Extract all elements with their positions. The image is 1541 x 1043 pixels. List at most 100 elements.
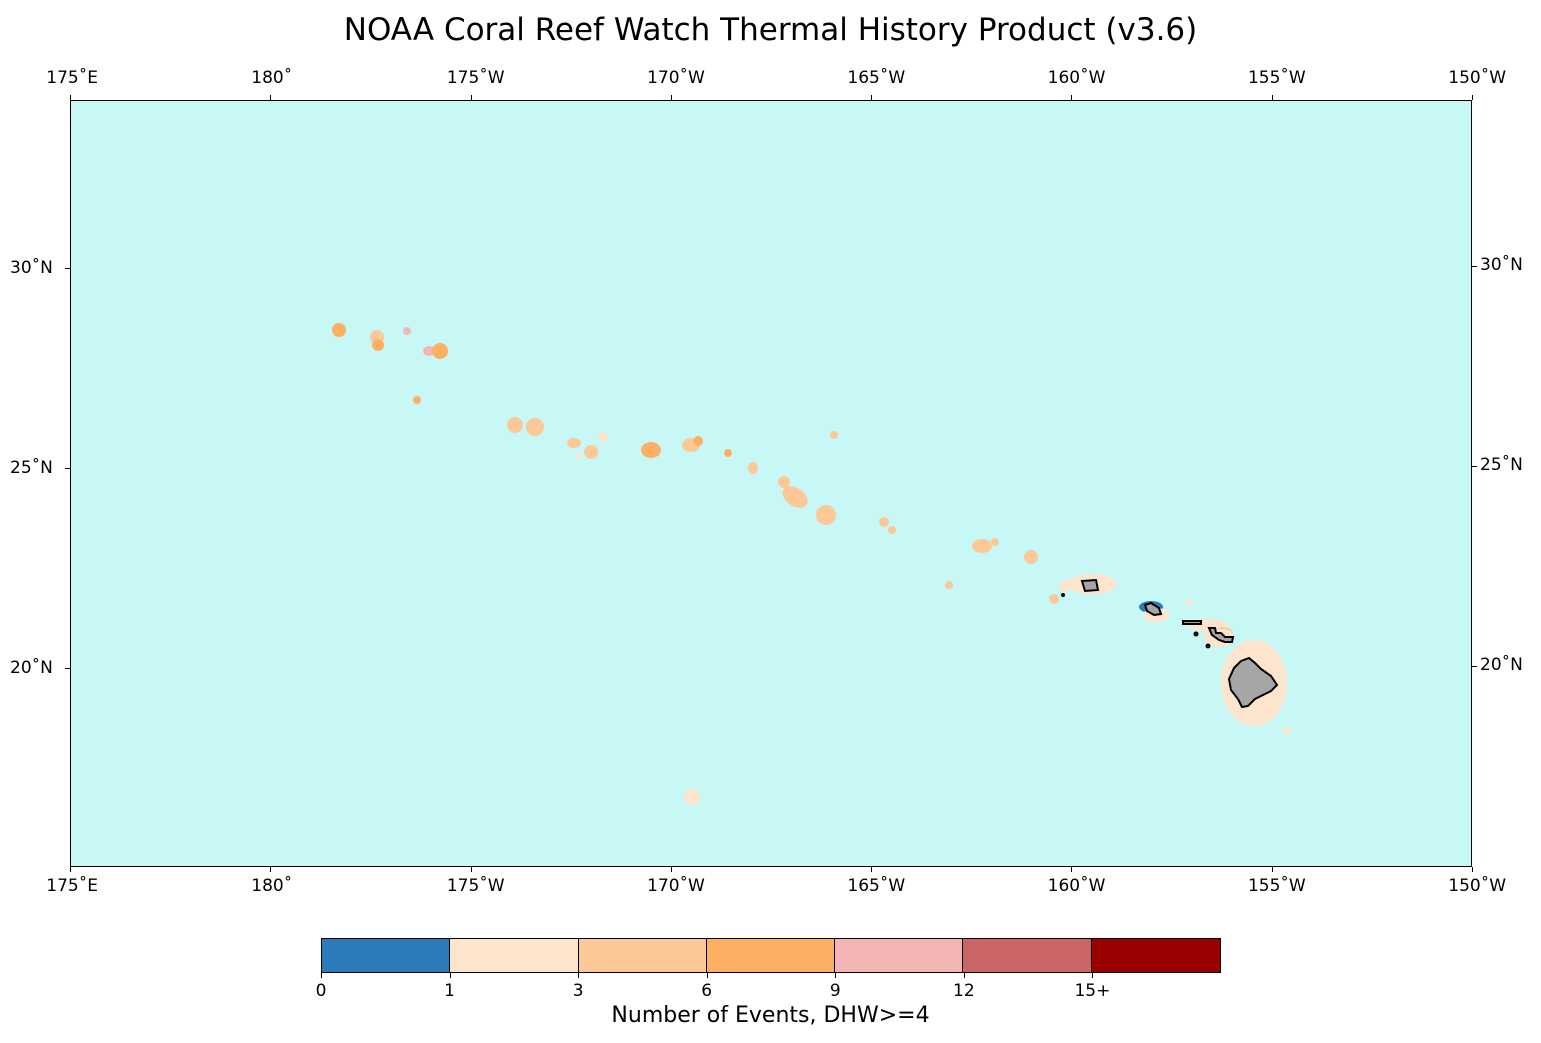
- lon-label-bottom: 160˚W: [1047, 876, 1106, 896]
- lon-tick-bottom: [70, 867, 71, 872]
- lon-tick-top: [70, 95, 71, 100]
- ocean-background: [71, 101, 1471, 866]
- lon-label-bottom: 165˚W: [847, 876, 906, 896]
- lon-tick-top: [270, 95, 272, 100]
- johnston-patch: [684, 789, 700, 805]
- lon-label-bottom: 150˚W: [1448, 876, 1507, 896]
- lat-tick-left: [65, 268, 70, 269]
- lon-tick-bottom: [1472, 867, 1473, 872]
- colorbar-segment: [450, 939, 579, 972]
- lon-label-top: 175˚W: [446, 68, 505, 88]
- colorbar-tick-label: 15+: [1074, 981, 1111, 1001]
- lon-label-top: 150˚W: [1448, 68, 1507, 88]
- colorbar-tick-label: 9: [829, 981, 841, 1001]
- lon-label-bottom: 170˚W: [647, 876, 705, 896]
- lon-tick-top: [470, 95, 472, 100]
- lon-label-top: 160˚W: [1047, 68, 1106, 88]
- small-patch-c: [830, 431, 838, 439]
- lat-label-left: 25˚N: [10, 458, 53, 478]
- ffs-patch-1: [778, 476, 790, 488]
- lat-tick-left: [65, 668, 70, 669]
- lon-tick-top: [1071, 95, 1073, 100]
- colorbar-tick: [835, 973, 837, 978]
- maro-reef-patch: [641, 442, 661, 458]
- lon-tick-bottom: [1071, 867, 1073, 872]
- small-patch-b: [724, 449, 732, 457]
- raita-patch-2: [693, 436, 703, 446]
- lat-label-right: 30˚N: [1480, 255, 1523, 275]
- colorbar-title: Number of Events, DHW>=4: [611, 1003, 930, 1028]
- necker-patch: [879, 517, 889, 527]
- lon-label-bottom: 155˚W: [1247, 876, 1306, 896]
- colorbar-tick: [449, 973, 451, 978]
- colorbar-tick-label: 1: [444, 981, 455, 1001]
- lon-tick-top: [1271, 95, 1273, 100]
- small-patch-d: [945, 581, 953, 589]
- colorbar-tick: [963, 973, 965, 978]
- lat-label-right: 20˚N: [1480, 655, 1523, 675]
- map-panel: [70, 100, 1472, 867]
- lon-label-top: 155˚W: [1247, 68, 1306, 88]
- lisianski-patch-2: [526, 418, 544, 436]
- lanai-land: [1193, 631, 1199, 637]
- lon-label-top: 180˚: [251, 68, 293, 88]
- lat-tick-left: [65, 468, 70, 469]
- necker-patch-2: [888, 526, 896, 534]
- laysan-patch: [567, 438, 581, 448]
- kauai-land: [1080, 578, 1100, 593]
- gardner-patch: [748, 462, 758, 474]
- pearl-hermes-pink: [423, 346, 435, 356]
- maui-land: [1207, 627, 1235, 643]
- small-patch-e: [1024, 550, 1038, 564]
- colorbar-segment: [1091, 939, 1220, 972]
- molokai-land: [1182, 620, 1202, 625]
- colorbar-segment: [835, 939, 964, 972]
- lisianski-patch: [507, 417, 523, 433]
- niihau-patch-2: [1060, 579, 1070, 593]
- oahu-land: [1143, 601, 1163, 617]
- colorbar-segment: [963, 939, 1092, 972]
- niihau-land: [1061, 593, 1065, 597]
- pink-patch-1: [403, 327, 411, 335]
- lon-tick-bottom: [470, 867, 472, 872]
- colorbar-tick-label: 6: [701, 981, 713, 1001]
- hawaii-island-land: [1227, 656, 1279, 709]
- midway-patch-2: [372, 339, 384, 351]
- colorbar-tick: [706, 973, 708, 978]
- colorbar-tick-label: 3: [572, 981, 584, 1001]
- lon-tick-bottom: [670, 867, 672, 872]
- small-patch-f: [1186, 599, 1192, 605]
- niihau-patch: [1049, 594, 1059, 604]
- ffs-patch-2: [782, 486, 808, 508]
- lon-label-bottom: 175˚E: [46, 876, 98, 896]
- laysan-patch-3: [598, 432, 608, 442]
- colorbar-tick: [1092, 973, 1094, 978]
- lon-label-bottom: 175˚W: [446, 876, 505, 896]
- colorbar-tick: [321, 973, 322, 978]
- colorbar-segment: [706, 939, 836, 972]
- laysan-patch-4: [576, 453, 582, 459]
- small-patch-g: [1283, 727, 1291, 735]
- nihoa-patch-2: [991, 538, 999, 546]
- colorbar-tick: [578, 973, 580, 978]
- colorbar: [321, 938, 1221, 973]
- lon-tick-top: [670, 95, 672, 100]
- small-patch-a: [413, 396, 421, 404]
- map-canvas: [71, 101, 1471, 866]
- laysan-patch-2: [584, 445, 598, 459]
- land-masses: [1061, 578, 1279, 709]
- lon-tick-bottom: [270, 867, 272, 872]
- lon-tick-bottom: [1271, 867, 1273, 872]
- pearl-hermes-patch: [432, 343, 448, 359]
- lon-tick-top: [1472, 95, 1473, 100]
- nihoa-patch: [972, 539, 992, 553]
- colorbar-segment: [578, 939, 707, 972]
- colorbar-tick-label: 0: [315, 981, 327, 1001]
- lat-tick-right: [1472, 266, 1477, 267]
- lat-label-right: 25˚N: [1480, 455, 1523, 475]
- lat-label-left: 20˚N: [10, 658, 53, 678]
- lon-tick-bottom: [871, 867, 873, 872]
- ffs-patch-3: [816, 505, 836, 525]
- colorbar-tick-label: 12: [953, 981, 975, 1001]
- chart-title: NOAA Coral Reef Watch Thermal History Pr…: [343, 12, 1198, 48]
